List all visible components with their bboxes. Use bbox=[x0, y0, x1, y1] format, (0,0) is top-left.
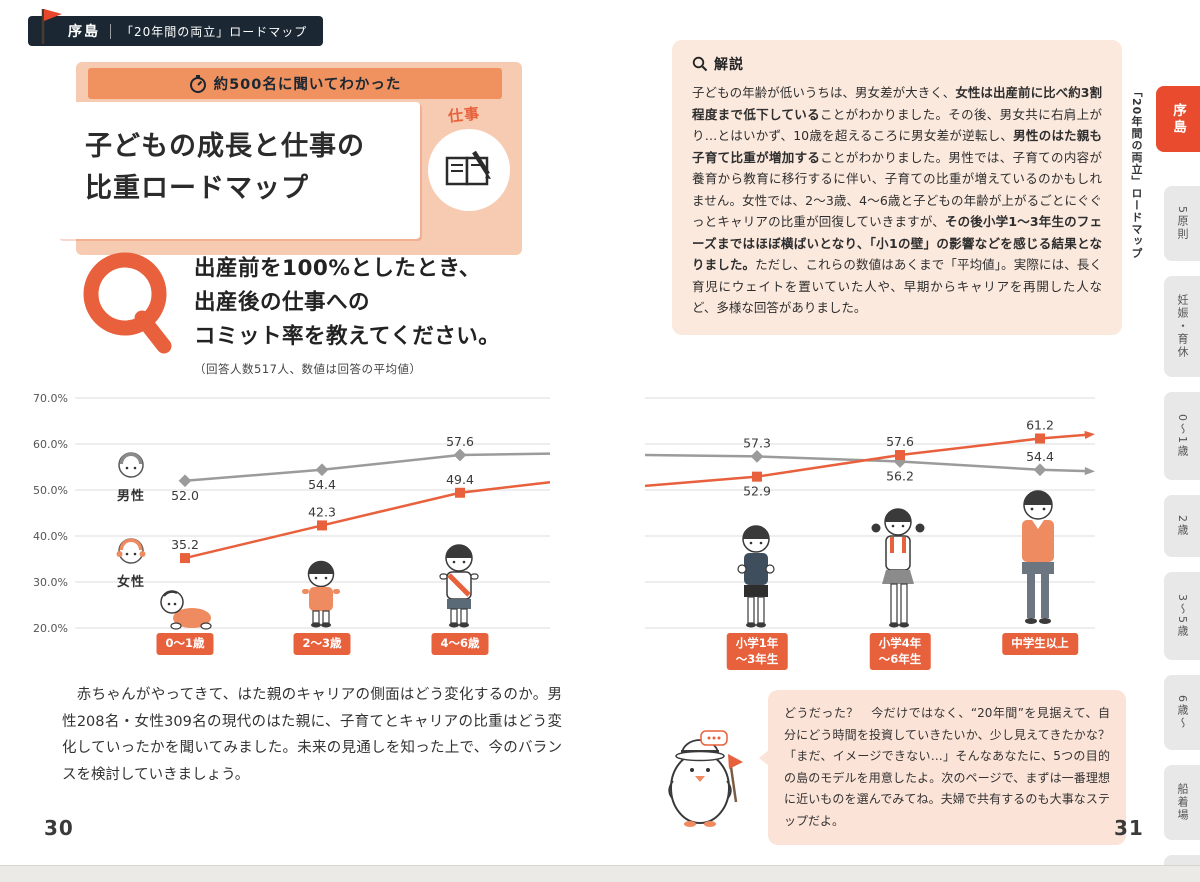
legend-male: 男性 bbox=[104, 449, 158, 504]
sidebar-tab[interactable]: 0〜1歳 bbox=[1164, 392, 1200, 480]
character-preschooler-icon bbox=[439, 544, 479, 628]
book-icon-circle bbox=[428, 129, 510, 211]
svg-text:30.0%: 30.0% bbox=[33, 576, 68, 589]
page-title-line1: 子どもの成長と仕事の bbox=[85, 131, 365, 162]
mascot-speech-bubble: どうだった？ 今だけではなく、“20年間”を見据えて、自分にどう時間を投資してい… bbox=[759, 690, 1126, 845]
commentary-text: 子どもの年齢が低いうちは、男女差が大きく、女性は出産前に比べ約3割程度まで低下し… bbox=[692, 85, 1102, 315]
svg-text:56.2: 56.2 bbox=[886, 468, 914, 483]
intro-paragraph: 赤ちゃんがやってきて、はた親のキャリアの側面はどう変化するのか。男性208名・女… bbox=[62, 687, 562, 783]
magnifier-icon bbox=[692, 56, 708, 72]
legend-female: 女性 bbox=[104, 535, 158, 590]
page-number-left: 30 bbox=[44, 816, 74, 840]
svg-text:54.4: 54.4 bbox=[308, 477, 336, 492]
question-line3: コミット率を教えてください。 bbox=[194, 324, 501, 349]
header-divider bbox=[110, 23, 111, 39]
svg-text:49.4: 49.4 bbox=[446, 472, 474, 487]
legend-female-label: 女性 bbox=[116, 575, 145, 590]
commit-rate-chart-left: 70.0% 60.0% 50.0% 40.0% 30.0% 20.0% 52.0 54.4 57… bbox=[33, 392, 550, 635]
sidebar-tab[interactable]: 2歳 bbox=[1164, 495, 1200, 557]
chapter-title: 「20年間の両立」ロードマップ bbox=[121, 24, 308, 39]
svg-text:35.2: 35.2 bbox=[171, 537, 199, 552]
character-elementary-boy-icon bbox=[737, 525, 775, 628]
chart-category-label: 小学1年 〜3年生 bbox=[726, 633, 788, 671]
svg-text:54.4: 54.4 bbox=[1026, 449, 1054, 464]
page-bottom-edge bbox=[0, 865, 1200, 882]
svg-text:61.2: 61.2 bbox=[1026, 417, 1054, 432]
lead-banner: 約500名に聞いてわかった bbox=[88, 68, 502, 99]
commit-rate-chart-right: 57.3 56.2 54.4 52.9 57.6 61.2 bbox=[645, 397, 1095, 629]
female-face-icon bbox=[116, 538, 146, 564]
question-line2: 出産後の仕事への bbox=[194, 290, 371, 315]
question-line1: 出産前を100%としたとき、 bbox=[194, 256, 481, 281]
page-number-right: 31 bbox=[1114, 816, 1144, 840]
chapter-header-badge: 序島 「20年間の両立」ロードマップ bbox=[28, 9, 324, 46]
svg-text:52.0: 52.0 bbox=[171, 488, 199, 503]
sidebar-tab[interactable]: 6歳〜 bbox=[1164, 675, 1200, 750]
svg-text:20.0%: 20.0% bbox=[33, 622, 68, 635]
mascot-speech-text: どうだった？ 今だけではなく、“20年間”を見据えて、自分にどう時間を投資してい… bbox=[784, 706, 1110, 828]
lead-banner-text: 約500名に聞いてわかった bbox=[213, 77, 402, 93]
commentary-box: 解説 子どもの年齢が低いうちは、男女差が大きく、女性は出産前に比べ約3割程度まで… bbox=[672, 40, 1122, 335]
thought-bubble-icon bbox=[700, 730, 728, 746]
svg-text:50.0%: 50.0% bbox=[33, 484, 68, 497]
question-note: （回答人数517人、数値は回答の平均値） bbox=[194, 362, 422, 376]
svg-text:42.3: 42.3 bbox=[308, 504, 336, 519]
book-pencil-icon bbox=[445, 150, 491, 186]
commentary-title: 解説 bbox=[714, 57, 744, 73]
svg-text:40.0%: 40.0% bbox=[33, 530, 68, 543]
svg-text:52.9: 52.9 bbox=[743, 484, 771, 499]
work-tag-label: 仕事 bbox=[447, 104, 481, 126]
stopwatch-icon bbox=[189, 74, 206, 93]
chart-category-label: 2〜3歳 bbox=[293, 633, 351, 655]
page-title-line2: 比重ロードマップ bbox=[85, 173, 309, 204]
character-toddler-icon bbox=[302, 560, 340, 628]
male-face-icon bbox=[118, 452, 144, 478]
svg-text:70.0%: 70.0% bbox=[33, 392, 68, 405]
sidebar-chapter-title: 「20年間の両立」ロードマップ bbox=[1130, 86, 1143, 260]
sidebar-tab[interactable]: 妊娠・育休 bbox=[1164, 276, 1200, 377]
sidebar-tab[interactable]: 3〜5歳 bbox=[1164, 572, 1200, 660]
penguin-mascot bbox=[668, 739, 743, 827]
chart-category-label: 小学4年 〜6年生 bbox=[869, 633, 931, 671]
svg-text:57.6: 57.6 bbox=[886, 434, 914, 449]
flag-icon bbox=[41, 9, 62, 44]
character-teen-icon bbox=[1022, 490, 1054, 624]
legend-male-label: 男性 bbox=[116, 489, 145, 504]
character-elementary-girl-icon bbox=[871, 508, 925, 628]
chart-category-label: 中学生以上 bbox=[1002, 633, 1078, 655]
title-card: 子どもの成長と仕事の 比重ロードマップ bbox=[57, 102, 420, 239]
commentary-title-row: 解説 bbox=[692, 54, 1102, 74]
sidebar-tab[interactable]: 5原則 bbox=[1164, 186, 1200, 261]
svg-text:57.3: 57.3 bbox=[743, 435, 771, 450]
chapter-island-label: 序島 bbox=[68, 24, 100, 40]
character-baby-icon bbox=[160, 590, 212, 630]
chart-category-label: 0〜1歳 bbox=[156, 633, 214, 655]
sidebar-tab[interactable]: 船着場 bbox=[1164, 765, 1200, 840]
question-block: 出産前を100%としたとき、 出産後の仕事への コミット率を教えてください。 （… bbox=[194, 252, 500, 377]
sidebar-tab-active[interactable]: 序島 bbox=[1156, 86, 1200, 152]
q-mark-icon bbox=[83, 252, 172, 354]
chart-category-label: 4〜6歳 bbox=[431, 633, 489, 655]
svg-text:60.0%: 60.0% bbox=[33, 438, 68, 451]
svg-text:57.6: 57.6 bbox=[446, 434, 474, 449]
